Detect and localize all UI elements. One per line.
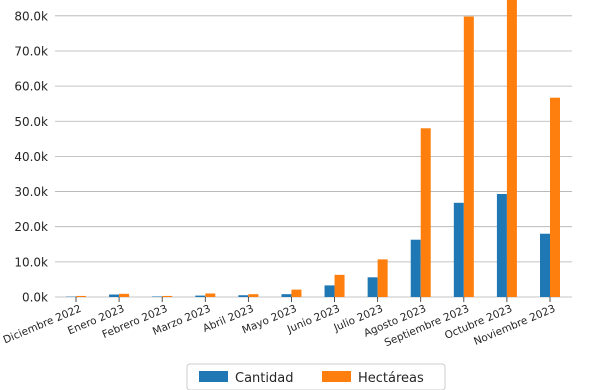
bar-hect-reas bbox=[205, 293, 216, 297]
bar-cantidad bbox=[496, 194, 507, 297]
bar-cantidad bbox=[540, 233, 550, 297]
bar-hect-reas bbox=[463, 16, 474, 297]
legend-label: Cantidad bbox=[235, 371, 293, 386]
bar-cantidad bbox=[324, 285, 335, 297]
legend-frame bbox=[186, 363, 446, 390]
bar-cantidad bbox=[238, 295, 249, 297]
y-tick-label: 30.0k bbox=[14, 185, 48, 199]
bar-cantidad bbox=[152, 296, 163, 297]
bar-hect-reas bbox=[119, 293, 130, 297]
bar-cantidad bbox=[410, 239, 421, 297]
bar-hect-reas bbox=[334, 274, 345, 297]
bar-hect-reas bbox=[550, 97, 560, 297]
legend-swatch bbox=[199, 371, 228, 382]
bar-cantidad bbox=[453, 202, 464, 297]
y-tick-label: 80.0k bbox=[14, 9, 48, 23]
y-tick-label: 10.0k bbox=[14, 255, 48, 269]
bar-hect-reas bbox=[291, 289, 302, 297]
y-axis-tick-labels: 0.0k 10.0k 20.0k 30.0k 40.0k 50.0k 60.0k 70.0k 8… bbox=[14, 9, 48, 304]
y-tick-label: 50.0k bbox=[14, 115, 48, 129]
y-tick-label: 20.0k bbox=[14, 220, 48, 234]
x-axis-tick-marks bbox=[75, 297, 551, 302]
bar-hect-reas bbox=[506, 0, 517, 297]
gridlines bbox=[55, 15, 572, 298]
bar-cantidad bbox=[195, 295, 206, 297]
y-tick-label: 0.0k bbox=[22, 291, 48, 305]
bars bbox=[66, 0, 560, 297]
y-tick-label: 60.0k bbox=[14, 80, 48, 94]
bar-hect-reas bbox=[377, 259, 388, 297]
bar-cantidad bbox=[281, 294, 292, 297]
bar-hect-reas bbox=[420, 128, 431, 297]
bar-hect-reas bbox=[162, 295, 173, 297]
bar-hect-reas bbox=[248, 294, 259, 297]
bar-cantidad bbox=[367, 277, 378, 297]
bar-hect-reas bbox=[76, 295, 86, 297]
legend: Cantidad Hectáreas bbox=[186, 363, 446, 390]
legend-swatch bbox=[322, 371, 351, 382]
y-tick-label: 40.0k bbox=[14, 150, 48, 164]
bar-cantidad bbox=[109, 294, 120, 297]
y-tick-label: 70.0k bbox=[14, 44, 48, 58]
legend-label: Hectáreas bbox=[358, 371, 424, 386]
